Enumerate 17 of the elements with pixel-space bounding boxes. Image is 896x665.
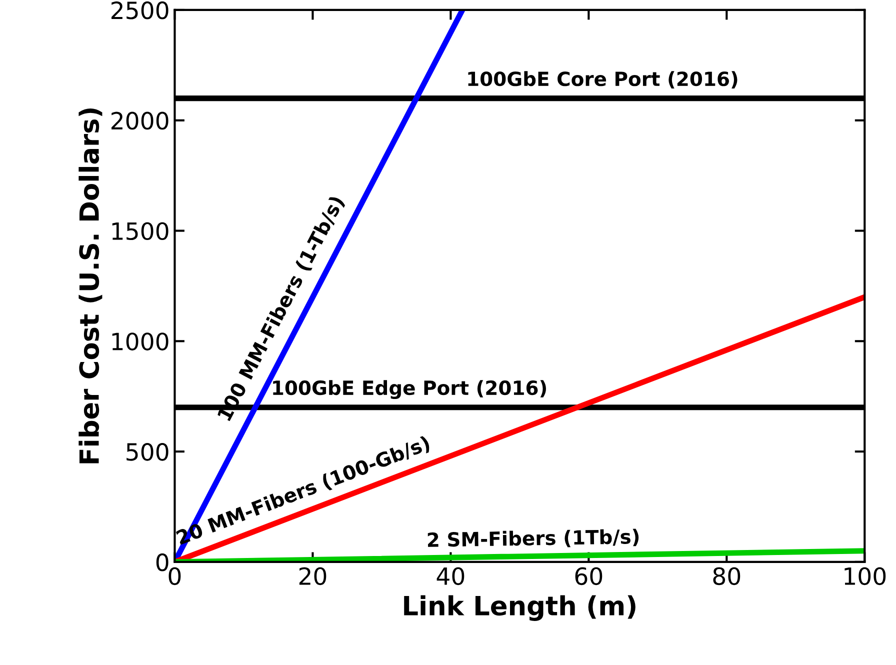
- ref-line-label: 100GbE Edge Port (2016): [273, 380, 546, 400]
- y-tick-label: 1000: [112, 332, 168, 350]
- ref-line-label: 100GbE Core Port (2016): [468, 71, 738, 88]
- y-tick-label: 2500: [112, 1, 168, 20]
- x-tick-label: 80: [713, 567, 740, 586]
- y-axis-title: Fiber Cost (U.S. Dollars): [78, 108, 102, 464]
- y-tick-label: 1500: [112, 222, 168, 240]
- x-tick-label: 20: [299, 567, 326, 586]
- y-tick-label: 0: [156, 553, 168, 572]
- series-label: 2 SM-Fibers (1Tb/s): [428, 528, 639, 550]
- y-tick-label: 500: [126, 442, 168, 461]
- x-tick-label: 0: [168, 567, 181, 586]
- y-tick-label: 2000: [112, 112, 168, 130]
- x-tick-label: 100: [844, 567, 886, 586]
- x-tick-label: 60: [575, 567, 602, 586]
- x-tick-label: 40: [436, 567, 464, 586]
- x-axis-title: Link Length (m): [404, 595, 636, 621]
